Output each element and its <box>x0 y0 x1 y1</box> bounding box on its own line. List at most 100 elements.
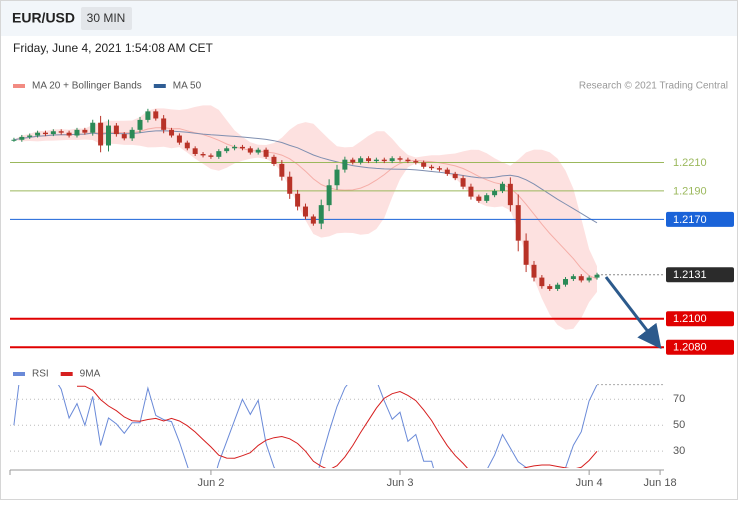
level-tag <box>666 339 734 355</box>
candle <box>200 153 206 156</box>
candle <box>499 183 505 191</box>
candle <box>460 178 466 187</box>
candle <box>318 205 324 224</box>
candle <box>19 136 25 140</box>
candle <box>271 156 277 164</box>
candle <box>429 166 435 169</box>
main-layer: MA 20 + Bollinger Bands MA 50 RSI 9MA 1.2210… <box>9 81 734 489</box>
candle <box>27 135 33 137</box>
candle <box>216 151 222 157</box>
candle <box>436 168 442 170</box>
candle <box>176 135 182 143</box>
candle <box>35 132 41 136</box>
level-tag <box>666 211 734 227</box>
candle <box>444 169 450 174</box>
candle <box>531 264 537 278</box>
ma20-line <box>13 127 598 280</box>
candle <box>42 132 48 135</box>
candle <box>492 190 498 196</box>
candle <box>11 139 17 141</box>
candle <box>452 173 458 179</box>
timestamp: Friday, June 4, 2021 1:54:08 AM CET <box>13 41 214 55</box>
candle <box>389 158 395 162</box>
candle <box>586 277 592 281</box>
candle <box>82 129 88 133</box>
level-label: 1.2100 <box>673 313 707 325</box>
candle <box>397 158 403 160</box>
candle <box>555 284 561 289</box>
candle <box>405 159 411 162</box>
candle <box>161 118 167 130</box>
candle <box>326 185 332 206</box>
legend-label: 9MA <box>80 369 101 380</box>
level-label: 1.2080 <box>673 342 707 354</box>
candle <box>58 131 64 133</box>
candle <box>421 162 427 167</box>
candle <box>310 216 316 224</box>
candle <box>105 125 111 146</box>
candle <box>358 158 364 163</box>
rsi-layer <box>13 385 598 468</box>
legend-label: RSI <box>32 369 49 380</box>
rsi-tick-label: 70 <box>673 393 685 405</box>
candle <box>334 169 340 186</box>
x-tick-label: Jun 3 <box>387 477 414 489</box>
x-tick-label: Jun 4 <box>576 477 603 489</box>
candle <box>239 146 245 149</box>
candle <box>366 158 372 162</box>
level-tag <box>666 311 734 327</box>
candle <box>263 149 269 157</box>
candle <box>413 161 419 163</box>
legend-swatch <box>13 84 25 88</box>
candle <box>539 277 545 287</box>
source: Research © 2021 Trading Central <box>579 81 728 92</box>
candle <box>121 134 127 139</box>
candle <box>381 159 387 162</box>
candle <box>350 159 356 163</box>
candle <box>547 286 553 289</box>
rsi-tick-label: 50 <box>673 419 685 431</box>
candle <box>184 142 190 149</box>
candle <box>169 129 175 136</box>
candle <box>279 163 285 177</box>
candle <box>302 206 308 217</box>
level-label: 1.2210 <box>673 157 707 169</box>
candle <box>342 159 348 170</box>
candle <box>192 148 198 154</box>
candle <box>66 132 72 136</box>
interval-badge[interactable] <box>81 7 132 30</box>
candle <box>295 193 301 207</box>
candle <box>484 195 490 201</box>
interval[interactable]: 30 MIN <box>87 11 126 25</box>
x-tick-label: Jun 2 <box>197 477 224 489</box>
candle <box>224 148 230 152</box>
candle <box>515 205 521 241</box>
candle <box>507 183 513 206</box>
level-label: 1.2190 <box>673 185 707 197</box>
level-tag <box>666 267 734 283</box>
legend-swatch <box>13 372 25 376</box>
candle <box>98 122 104 146</box>
candle <box>570 276 576 280</box>
forecast-arrow <box>604 276 662 350</box>
legend-label: MA 50 <box>173 81 202 92</box>
candle <box>137 119 143 130</box>
legend-swatch <box>153 84 166 88</box>
symbol: EUR/USD <box>12 10 75 26</box>
candle <box>255 149 261 153</box>
rsi-line <box>13 385 598 468</box>
candle <box>208 155 214 157</box>
candle <box>476 196 482 201</box>
candle <box>578 276 584 281</box>
candle <box>594 274 600 278</box>
level-label: 1.2131 <box>673 269 707 281</box>
candle <box>247 148 253 153</box>
level-label: 1.2170 <box>673 214 707 226</box>
rsi-ma-line <box>77 385 598 468</box>
candle <box>373 159 379 162</box>
candle <box>523 240 529 265</box>
candle <box>563 279 569 285</box>
